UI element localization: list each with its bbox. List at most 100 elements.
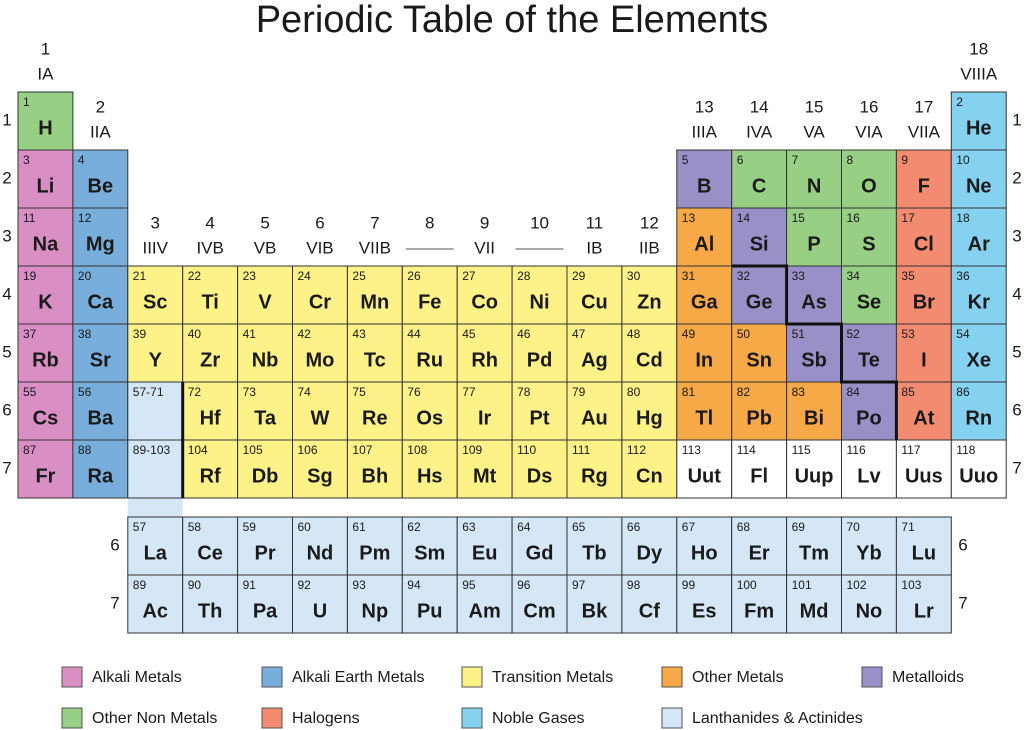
- group-number: 8: [425, 213, 434, 232]
- element-symbol: Tb: [582, 542, 606, 564]
- element-symbol: Sc: [143, 291, 167, 313]
- atomic-number: 54: [956, 327, 970, 341]
- legend-swatch: [61, 666, 83, 688]
- element-cell: [346, 381, 403, 441]
- atomic-number: 91: [243, 578, 257, 592]
- element-cell: [127, 323, 184, 383]
- element-cell: [895, 574, 952, 634]
- atomic-number: 83: [792, 385, 806, 399]
- element-cell: [17, 149, 74, 209]
- atomic-number: 108: [407, 443, 427, 457]
- element-symbol: Md: [800, 600, 829, 622]
- element-cell: [621, 381, 678, 441]
- element-cell: [511, 574, 568, 634]
- atomic-number: 8: [847, 153, 854, 167]
- element-cell: [950, 91, 1007, 151]
- element-symbol: Ho: [691, 542, 718, 564]
- element-cell: [292, 439, 348, 499]
- element-cell: [786, 381, 842, 441]
- element-cell: [346, 439, 403, 499]
- element-symbol: Ir: [478, 407, 492, 429]
- atomic-number: 49: [682, 327, 696, 341]
- atomic-number: 60: [298, 520, 312, 534]
- element-symbol: Pm: [359, 542, 390, 564]
- group-number: 18: [969, 39, 988, 58]
- atomic-number: 36: [956, 269, 970, 283]
- atomic-number: 86: [956, 385, 970, 399]
- element-symbol: Ge: [746, 291, 773, 313]
- atomic-number: 47: [572, 327, 586, 341]
- element-symbol: Cl: [914, 233, 934, 255]
- atomic-number: 102: [847, 578, 867, 592]
- element-symbol: Cu: [581, 291, 608, 313]
- element-symbol: Bh: [362, 465, 389, 487]
- group-number: 7: [370, 213, 379, 232]
- element-symbol: B: [697, 175, 711, 197]
- legend-label: Halogens: [292, 710, 360, 727]
- atomic-number: 66: [627, 520, 641, 534]
- element-symbol: Tl: [695, 407, 713, 429]
- atomic-number: 10: [956, 153, 970, 167]
- element-cell: [731, 323, 788, 383]
- element-symbol: Sg: [307, 465, 333, 487]
- atomic-number: 2: [956, 95, 963, 109]
- atomic-number: 12: [78, 211, 92, 225]
- element-cell: [292, 516, 348, 576]
- element-symbol: U: [313, 600, 327, 622]
- element-symbol: Rf: [200, 465, 221, 487]
- atomic-number: 96: [517, 578, 531, 592]
- legend-swatch: [661, 666, 683, 688]
- legend-label: Transition Metals: [492, 669, 613, 686]
- atomic-number: 79: [572, 385, 586, 399]
- element-cell: [456, 516, 513, 576]
- element-symbol: At: [913, 407, 934, 429]
- element-symbol: Am: [469, 600, 501, 622]
- atomic-number: 17: [901, 211, 915, 225]
- atomic-number: 115: [792, 443, 811, 457]
- element-cell: [17, 91, 74, 151]
- element-symbol: Zr: [200, 349, 220, 371]
- atomic-number: 110: [517, 443, 536, 457]
- legend-swatch: [61, 707, 83, 729]
- element-cell: [511, 381, 568, 441]
- period-label: 2: [2, 168, 11, 187]
- period-label: 3: [1012, 226, 1021, 245]
- element-cell: [456, 574, 513, 634]
- element-cell: [237, 574, 294, 634]
- period-label: 6: [2, 400, 11, 419]
- element-symbol: Mt: [473, 465, 497, 487]
- legend-label: Noble Gases: [492, 710, 585, 727]
- element-symbol: Ti: [201, 291, 218, 313]
- element-symbol: Eu: [472, 542, 498, 564]
- group-number: 17: [914, 97, 933, 116]
- element-cell: [621, 439, 678, 499]
- element-symbol: Hf: [200, 407, 221, 429]
- atomic-number: 26: [407, 269, 421, 283]
- atomic-number: 112: [627, 443, 646, 457]
- element-cell: [786, 516, 842, 576]
- element-cell: [731, 516, 788, 576]
- atomic-number: 56: [78, 385, 92, 399]
- atomic-number: 50: [737, 327, 751, 341]
- group-roman: VA: [803, 122, 825, 141]
- element-symbol: Mn: [360, 291, 389, 313]
- element-symbol: Ds: [527, 465, 553, 487]
- element-cell: [346, 323, 403, 383]
- metalloid-boundary: [731, 264, 898, 440]
- element-cell: [676, 439, 733, 499]
- group-number: 13: [695, 97, 714, 116]
- element-symbol: Cn: [636, 465, 663, 487]
- element-symbol: Cd: [636, 349, 663, 371]
- period-label: 7: [110, 593, 119, 612]
- element-symbol: H: [38, 117, 52, 139]
- element-symbol: Ce: [197, 542, 223, 564]
- atomic-number: 65: [572, 520, 586, 534]
- atomic-number: 39: [133, 327, 147, 341]
- element-symbol: Uut: [688, 465, 722, 487]
- element-symbol: Nd: [307, 542, 334, 564]
- atomic-number: 45: [462, 327, 476, 341]
- element-cell: [237, 265, 294, 325]
- atomic-number: 93: [352, 578, 366, 592]
- atomic-number: 109: [462, 443, 482, 457]
- legend-swatch: [661, 707, 683, 729]
